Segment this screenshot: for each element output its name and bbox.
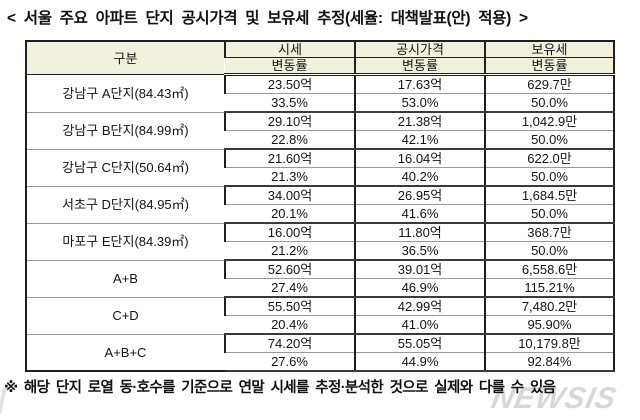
- market-change: 21.2%: [225, 241, 355, 261]
- footnote: ※ 해당 단지 로열 동·호수를 기준으로 연말 시세를 추정·분석한 것으로 …: [4, 380, 556, 396]
- table-row: 강남구 B단지(84.99㎡) 29.10억 21.38억 1,042.9만: [26, 112, 614, 150]
- market-change: 20.1%: [225, 204, 355, 224]
- row-name: 마포구 E단지(84.39㎡): [26, 223, 225, 261]
- page-title: < 서울 주요 아파트 단지 공시가격 및 보유세 추정(세율: 대책발표(안)…: [7, 10, 528, 27]
- official-change: 41.6%: [354, 204, 485, 224]
- price-tax-table: 구분 시세 공시가격 보유세 변동률 변동률 변동률 강남구 A단지(84.43…: [25, 40, 615, 372]
- table-row: 마포구 E단지(84.39㎡) 16.00억 11.80억 368.7만: [26, 223, 614, 261]
- table-row: C+D 55.50억 42.99억 7,480.2만: [26, 297, 614, 335]
- tax-change: 50.0%: [484, 130, 614, 150]
- market-value: 29.10억: [224, 112, 355, 131]
- table-row-change: 21.2% 36.5% 50.0%: [26, 241, 614, 261]
- official-change: 46.9%: [354, 278, 485, 298]
- tax-value: 7,480.2만: [484, 297, 614, 316]
- table-row-change: 33.5% 53.0% 50.0%: [26, 93, 614, 113]
- market-value: 21.60억: [224, 149, 355, 168]
- header-official: 공시가격: [354, 41, 485, 58]
- tax-change: 115.21%: [484, 278, 614, 298]
- official-change: 41.0%: [354, 315, 485, 335]
- table-row: 서초구 D단지(84.95㎡) 34.00억 26.95억 1,684.5만: [26, 186, 614, 224]
- tax-value: 622.0만: [484, 149, 614, 168]
- market-value: 34.00억: [224, 186, 355, 205]
- official-value: 16.04억: [354, 149, 485, 168]
- market-change: 21.3%: [225, 167, 355, 187]
- header-row-change: 변동률 변동률 변동률: [26, 57, 614, 76]
- row-name: 강남구 C단지(50.64㎡): [26, 149, 225, 187]
- market-change: 22.8%: [225, 130, 355, 150]
- table-row: A+B+C 74.20억 55.05억 10,179.8만: [26, 334, 614, 372]
- table-row-change: 21.3% 40.2% 50.0%: [26, 167, 614, 187]
- table-row: A+B 52.60억 39.01억 6,558.6만: [26, 260, 614, 298]
- official-value: 39.01억: [354, 260, 485, 279]
- tax-change: 50.0%: [484, 241, 614, 261]
- row-name: A+B: [26, 260, 225, 298]
- header-market: 시세: [224, 41, 355, 58]
- official-value: 11.80억: [354, 223, 485, 242]
- official-value: 17.63억: [354, 74, 485, 94]
- official-change: 53.0%: [354, 93, 485, 113]
- table-row-change: 20.4% 41.0% 95.90%: [26, 315, 614, 335]
- market-change: 27.4%: [225, 278, 355, 298]
- header-official-change: 변동률: [354, 57, 485, 76]
- table-row: 강남구 A단지(84.43㎡) 23.50억 17.63억 629.7만: [26, 74, 614, 113]
- header-market-change: 변동률: [225, 57, 355, 76]
- tax-value: 629.7만: [484, 74, 614, 94]
- table-row-change: 22.8% 42.1% 50.0%: [26, 130, 614, 150]
- official-change: 42.1%: [354, 130, 485, 150]
- tax-change: 50.0%: [484, 204, 614, 224]
- market-value: 55.50억: [224, 297, 355, 316]
- row-name: C+D: [26, 297, 225, 335]
- table-row-change: 20.1% 41.6% 50.0%: [26, 204, 614, 224]
- market-value: 23.50억: [224, 74, 355, 94]
- market-value: 16.00억: [224, 223, 355, 242]
- market-value: 74.20억: [224, 334, 355, 353]
- row-name: 강남구 B단지(84.99㎡): [26, 112, 225, 150]
- tax-value: 6,558.6만: [484, 260, 614, 279]
- table-row-change: 27.4% 46.9% 115.21%: [26, 278, 614, 298]
- official-value: 55.05억: [354, 334, 485, 353]
- tax-change: 95.90%: [484, 315, 614, 335]
- header-category: 구분: [26, 41, 225, 75]
- header-tax-change: 변동률: [484, 57, 614, 76]
- market-change: 27.6%: [225, 352, 355, 372]
- tax-value: 10,179.8만: [484, 334, 614, 353]
- official-change: 40.2%: [354, 167, 485, 187]
- tax-change: 50.0%: [484, 93, 614, 113]
- market-value: 52.60억: [224, 260, 355, 279]
- header-tax: 보유세: [484, 41, 614, 58]
- market-change: 20.4%: [225, 315, 355, 335]
- official-value: 26.95억: [354, 186, 485, 205]
- official-value: 21.38억: [354, 112, 485, 131]
- official-change: 44.9%: [354, 352, 485, 372]
- tax-value: 1,042.9만: [484, 112, 614, 131]
- row-name: 서초구 D단지(84.95㎡): [26, 186, 225, 224]
- table-row-change: 27.6% 44.9% 92.84%: [26, 352, 614, 372]
- tax-change: 92.84%: [484, 352, 614, 372]
- table-row: 강남구 C단지(50.64㎡) 21.60억 16.04억 622.0만: [26, 149, 614, 187]
- tax-value: 1,684.5만: [484, 186, 614, 205]
- row-name: 강남구 A단지(84.43㎡): [26, 74, 225, 113]
- apartment-table: 구분 시세 공시가격 보유세 변동률 변동률 변동률 강남구 A단지(84.43…: [25, 40, 615, 372]
- tax-change: 50.0%: [484, 167, 614, 187]
- tax-value: 368.7만: [484, 223, 614, 242]
- official-change: 36.5%: [354, 241, 485, 261]
- market-change: 33.5%: [225, 93, 355, 113]
- official-value: 42.99억: [354, 297, 485, 316]
- row-name: A+B+C: [26, 334, 225, 372]
- header-row-main: 구분 시세 공시가격 보유세: [26, 41, 614, 75]
